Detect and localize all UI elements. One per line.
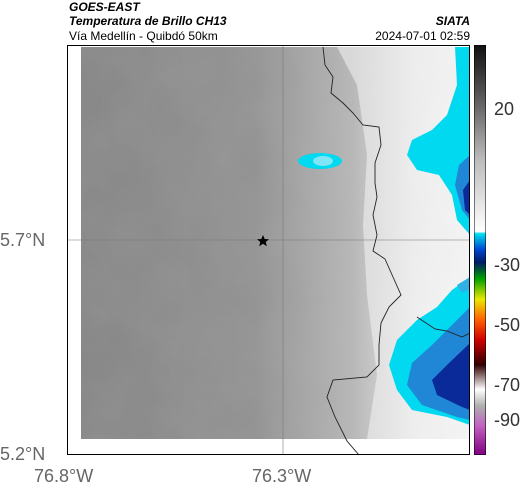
datetime-label: 2024-07-01 02:59 [375, 29, 470, 43]
cold-cloud-southeast [389, 277, 470, 425]
colorbar [474, 45, 486, 455]
lon-tick-76-8: 76.8°W [34, 466, 94, 486]
region-subtitle: Vía Medellín - Quibdó 50km [69, 29, 218, 43]
product-title: Temperatura de Brillo CH13 [69, 14, 227, 28]
lat-tick-5-7: 5.7°N [0, 230, 46, 250]
colorbar-tick-20: 20 [494, 99, 515, 119]
brightness-temperature-map [67, 45, 470, 455]
lat-tick-5-2: 5.2°N [0, 444, 46, 464]
colorbar-tick-minus90: -90 [494, 410, 521, 430]
department-border [322, 46, 402, 455]
cold-cloud-northeast [407, 47, 470, 235]
lon-tick-76-3: 76.3°W [252, 466, 312, 486]
colorbar-tick-minus70: -70 [494, 375, 521, 395]
colorbar-tick-minus30: -30 [494, 255, 521, 275]
satellite-title: GOES-EAST [69, 0, 140, 14]
location-star-icon [257, 235, 269, 247]
map-frame [67, 45, 470, 455]
agency-label: SIATA [435, 14, 470, 28]
colorbar-tick-minus50: -50 [494, 315, 521, 335]
